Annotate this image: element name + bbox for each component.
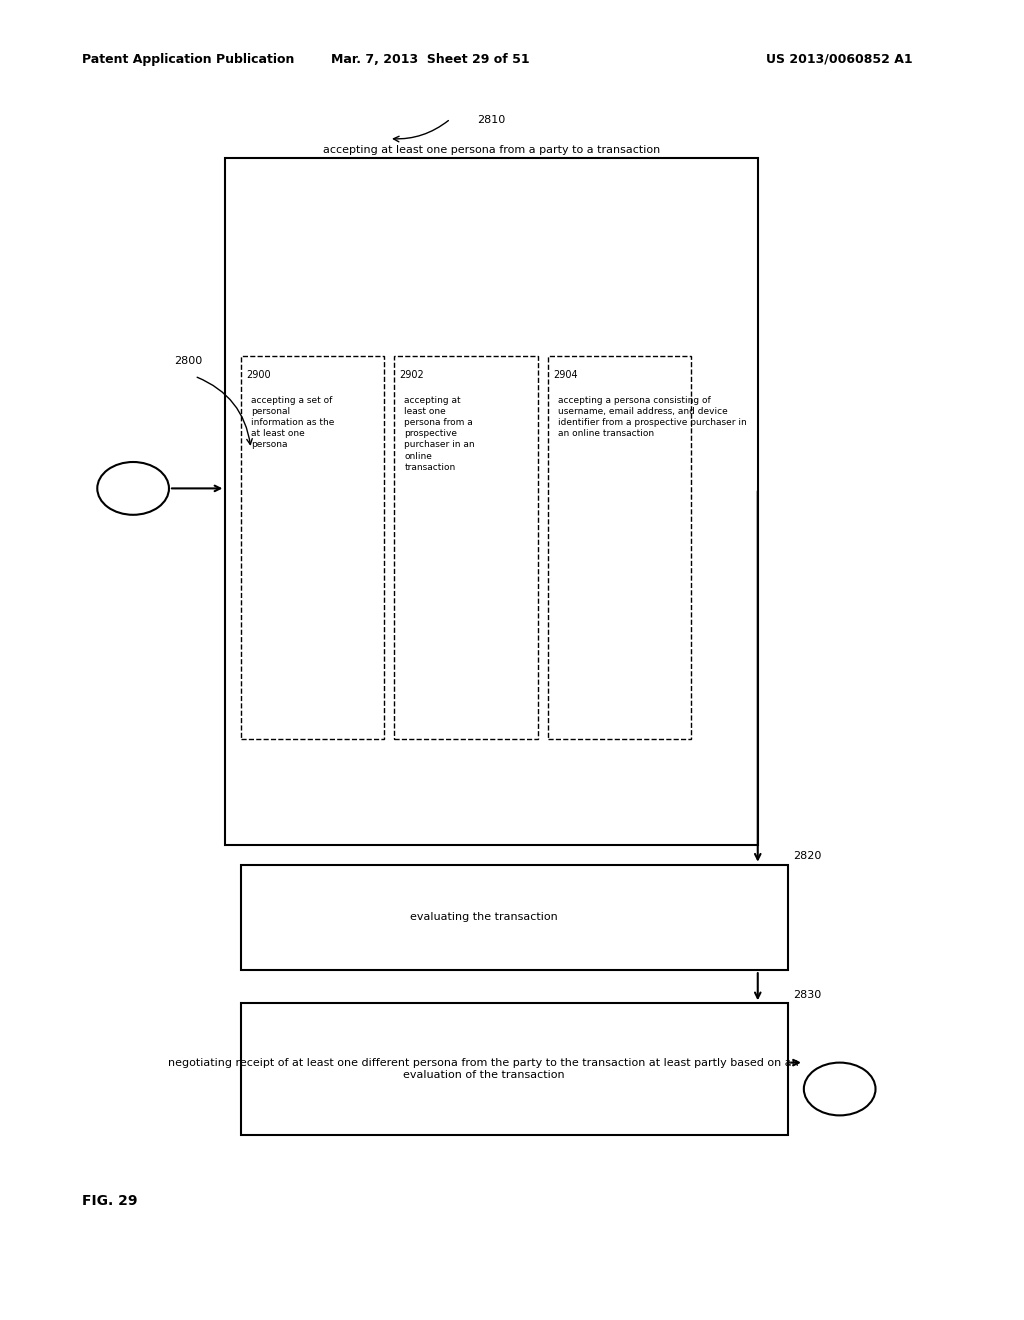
Text: 2830: 2830: [794, 990, 822, 1001]
Text: FIG. 29: FIG. 29: [82, 1195, 137, 1208]
Text: 2810: 2810: [477, 115, 506, 125]
Text: 2902: 2902: [399, 370, 424, 380]
Text: accepting at
least one
persona from a
prospective
purchaser in an
online
transac: accepting at least one persona from a pr…: [404, 396, 475, 471]
FancyBboxPatch shape: [241, 1003, 788, 1135]
FancyBboxPatch shape: [241, 865, 788, 970]
Text: 2904: 2904: [553, 370, 578, 380]
Text: US 2013/0060852 A1: US 2013/0060852 A1: [766, 53, 913, 66]
Text: accepting a set of
personal
information as the
at least one
persona: accepting a set of personal information …: [251, 396, 334, 449]
FancyBboxPatch shape: [548, 356, 691, 739]
Ellipse shape: [804, 1063, 876, 1115]
Text: Start: Start: [120, 483, 146, 494]
FancyBboxPatch shape: [225, 158, 758, 845]
Text: Patent Application Publication: Patent Application Publication: [82, 53, 294, 66]
Text: 2820: 2820: [794, 851, 822, 862]
Text: negotiating receipt of at least one different persona from the party to the tran: negotiating receipt of at least one diff…: [169, 1059, 799, 1080]
Text: 2900: 2900: [246, 370, 270, 380]
Text: Mar. 7, 2013  Sheet 29 of 51: Mar. 7, 2013 Sheet 29 of 51: [331, 53, 529, 66]
Ellipse shape: [97, 462, 169, 515]
Text: evaluating the transaction: evaluating the transaction: [410, 912, 558, 923]
FancyBboxPatch shape: [394, 356, 538, 739]
Text: accepting a persona consisting of
username, email address, and device
identifier: accepting a persona consisting of userna…: [558, 396, 746, 438]
Text: 2800: 2800: [174, 356, 203, 367]
Text: accepting at least one persona from a party to a transaction: accepting at least one persona from a pa…: [323, 145, 660, 156]
FancyBboxPatch shape: [241, 356, 384, 739]
Text: End: End: [829, 1084, 850, 1094]
